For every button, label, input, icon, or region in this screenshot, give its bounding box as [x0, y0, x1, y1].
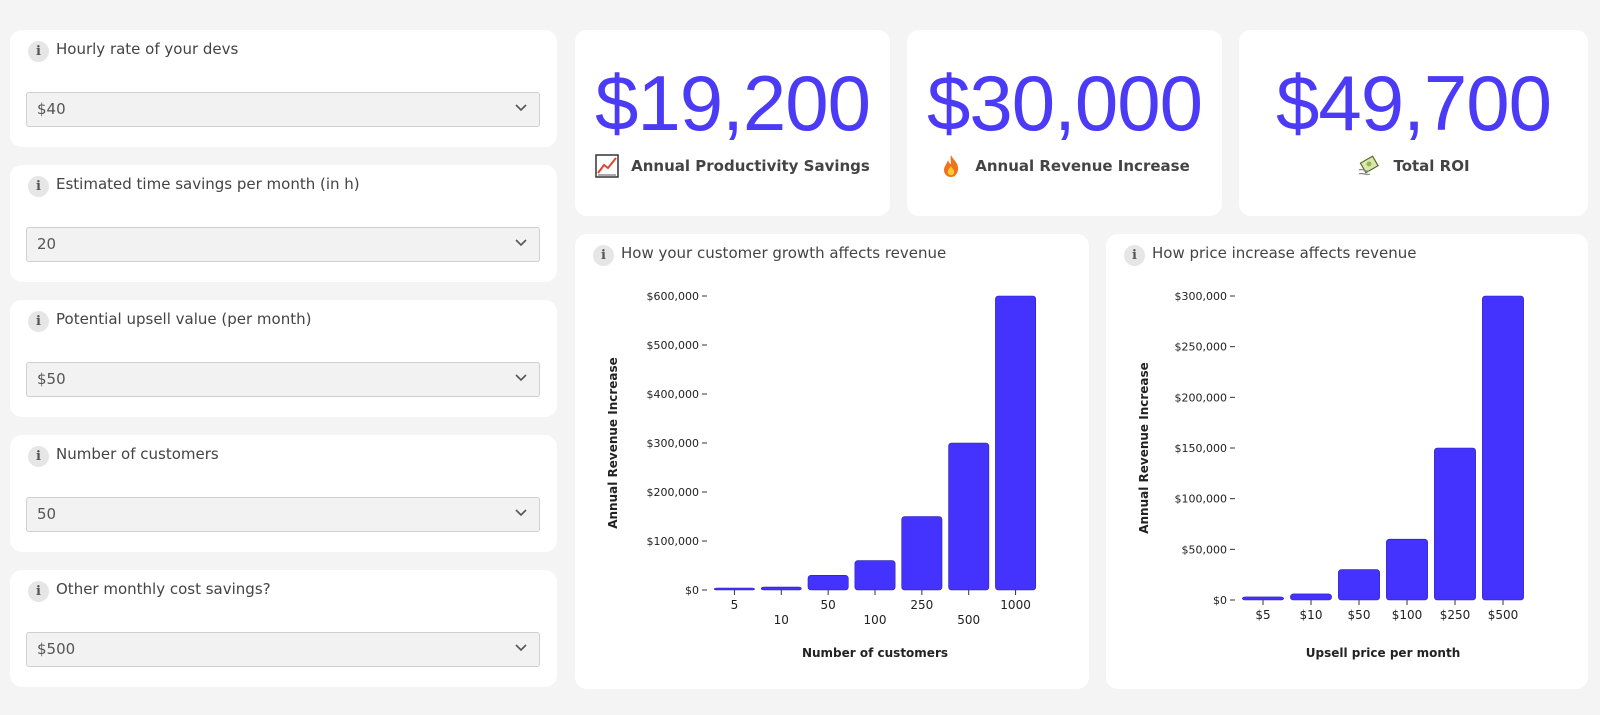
x-tick-label: 100: [864, 613, 887, 627]
info-icon[interactable]: i: [1124, 245, 1145, 266]
bar[interactable]: [995, 295, 1037, 591]
y-tick-label: $50,000: [1182, 543, 1228, 556]
x-tick-label: $5: [1255, 608, 1270, 622]
x-tick-label: 5: [731, 598, 739, 612]
x-tick-label: 1000: [1000, 598, 1031, 612]
y-tick-label: $200,000: [647, 486, 700, 499]
bar[interactable]: [807, 574, 849, 591]
time-savings-select[interactable]: 20: [26, 227, 540, 262]
productivity-savings-label: Annual Productivity Savings: [631, 157, 870, 175]
money-with-wings-icon: [1359, 155, 1380, 176]
customer-growth-chart: $0 $100,000 $200,000 $300,000 $400,000 $500,0…: [606, 290, 1037, 660]
bar[interactable]: [1482, 295, 1524, 601]
stat-card-total-roi: $49,700 Total ROI: [1239, 30, 1588, 216]
chevron-down-icon: [515, 509, 527, 517]
chevron-down-icon: [515, 239, 527, 247]
y-tick-label: $300,000: [1175, 290, 1228, 303]
y-tick-label: $100,000: [1175, 493, 1228, 506]
customers-select[interactable]: 50: [26, 497, 540, 532]
productivity-savings-label-row: Annual Productivity Savings: [575, 154, 890, 178]
x-axis-label: Number of customers: [802, 646, 948, 660]
y-tick-label: $600,000: [647, 290, 700, 303]
info-icon[interactable]: i: [28, 581, 49, 602]
customer-growth-chart-title: How your customer growth affects revenue: [621, 244, 947, 262]
x-axis-label: Upsell price per month: [1306, 646, 1460, 660]
upsell-value-value: $50: [37, 370, 66, 388]
upsell-value-select[interactable]: $50: [26, 362, 540, 397]
hourly-rate-select[interactable]: $40: [26, 92, 540, 127]
hourly-rate-value: $40: [37, 100, 66, 118]
bar[interactable]: [760, 586, 802, 591]
x-tick-label: $10: [1300, 608, 1323, 622]
bar[interactable]: [713, 587, 755, 591]
bar[interactable]: [1434, 447, 1476, 601]
x-tick-label: 500: [957, 613, 980, 627]
input-card-time-savings: i Estimated time savings per month (in h…: [10, 165, 557, 282]
y-axis-label: Annual Revenue Increase: [606, 357, 620, 529]
total-roi-label-row: Total ROI: [1239, 154, 1588, 178]
x-tick-label: $500: [1488, 608, 1519, 622]
revenue-increase-label-row: Annual Revenue Increase: [907, 154, 1222, 178]
bar[interactable]: [1338, 569, 1380, 601]
revenue-increase-label: Annual Revenue Increase: [975, 157, 1190, 175]
y-tick-label: $150,000: [1175, 442, 1228, 455]
input-card-upsell-value: i Potential upsell value (per month) $50: [10, 300, 557, 417]
customers-label: Number of customers: [56, 445, 219, 463]
total-roi-label: Total ROI: [1393, 157, 1470, 175]
cost-savings-select[interactable]: $500: [26, 632, 540, 667]
bar[interactable]: [1386, 538, 1428, 601]
time-savings-label: Estimated time savings per month (in h): [56, 175, 360, 193]
y-tick-label: $300,000: [647, 437, 700, 450]
y-tick-label: $100,000: [647, 535, 700, 548]
upsell-value-label: Potential upsell value (per month): [56, 310, 312, 328]
chart-card-price-increase: i How price increase affects revenue $0 $…: [1106, 234, 1588, 689]
bar[interactable]: [901, 516, 943, 591]
hourly-rate-label: Hourly rate of your devs: [56, 40, 239, 58]
productivity-savings-value: $19,200: [595, 59, 871, 147]
fire-icon: [944, 155, 959, 177]
info-icon[interactable]: i: [28, 41, 49, 62]
info-icon[interactable]: i: [28, 446, 49, 467]
stat-card-productivity: $19,200 Annual Productivity Savings: [575, 30, 890, 216]
x-tick-label: $50: [1348, 608, 1371, 622]
revenue-increase-value: $30,000: [927, 59, 1203, 147]
y-tick-label: $200,000: [1175, 391, 1228, 404]
total-roi-value: $49,700: [1276, 59, 1552, 147]
y-tick-label: $500,000: [647, 339, 700, 352]
y-axis-label: Annual Revenue Increase: [1137, 362, 1151, 534]
stat-card-revenue: $30,000 Annual Revenue Increase: [907, 30, 1222, 216]
chevron-down-icon: [515, 104, 527, 112]
customers-value: 50: [37, 505, 57, 523]
y-tick-label: $0: [685, 584, 699, 597]
x-tick-label: 250: [910, 598, 933, 612]
info-icon[interactable]: i: [28, 311, 49, 332]
price-increase-chart-title: How price increase affects revenue: [1152, 244, 1417, 262]
price-increase-chart: $0 $50,000 $100,000 $150,000 $200,000 $250,00…: [1137, 290, 1524, 660]
time-savings-value: 20: [37, 235, 57, 253]
input-card-hourly-rate: i Hourly rate of your devs $40: [10, 30, 557, 147]
x-tick-label: $250: [1440, 608, 1471, 622]
x-tick-label: $100: [1392, 608, 1423, 622]
y-tick-label: $0: [1213, 594, 1227, 607]
info-icon[interactable]: i: [28, 176, 49, 197]
info-icon[interactable]: i: [593, 245, 614, 266]
bar[interactable]: [1290, 593, 1332, 601]
y-tick-label: $400,000: [647, 388, 700, 401]
cost-savings-value: $500: [37, 640, 76, 658]
chevron-down-icon: [515, 374, 527, 382]
bar[interactable]: [854, 560, 896, 591]
chart-card-customer-growth: i How your customer growth affects reven…: [575, 234, 1089, 689]
x-tick-label: 50: [821, 598, 836, 612]
cost-savings-label: Other monthly cost savings?: [56, 580, 271, 598]
y-tick-label: $250,000: [1175, 341, 1228, 354]
bar[interactable]: [948, 442, 990, 591]
chart-increasing-icon: [595, 154, 619, 178]
input-card-customers: i Number of customers 50: [10, 435, 557, 552]
input-card-cost-savings: i Other monthly cost savings? $500: [10, 570, 557, 687]
chevron-down-icon: [515, 644, 527, 652]
bar[interactable]: [1242, 596, 1284, 601]
x-tick-label: 10: [774, 613, 789, 627]
